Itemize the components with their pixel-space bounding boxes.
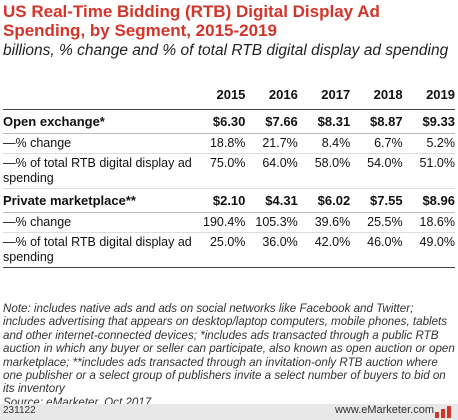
cell-2019: $8.96 (402, 188, 455, 213)
row-label: —% change (3, 212, 194, 233)
cell-2017: 42.0% (297, 232, 351, 268)
cell-2019: 18.6% (402, 212, 455, 233)
cell-2019: 5.2% (402, 133, 455, 154)
row-label: —% change (3, 133, 194, 154)
table-row: Private marketplace** $2.10 $4.31 $6.02 $7.5… (3, 188, 455, 213)
cell-2018: 25.5% (350, 212, 403, 233)
row-label: Open exchange* (3, 109, 194, 134)
table-body: Open exchange* $6.30 $7.66 $8.31 $8.87 $9.33—… (3, 109, 455, 268)
data-table: 2015 2016 2017 2018 2019 Open exchange* $… (3, 80, 455, 268)
chart-id: 231122 (3, 405, 36, 416)
cell-2016: 64.0% (245, 153, 298, 189)
cell-2015: 18.8% (193, 133, 246, 154)
cell-2018: 54.0% (350, 153, 403, 189)
cell-2015: 190.4% (193, 212, 246, 233)
cell-2015: $2.10 (193, 188, 246, 213)
cell-2018: 6.7% (350, 133, 403, 154)
cell-2015: $6.30 (193, 109, 246, 134)
header-cell-2017: 2017 (297, 80, 351, 110)
header-cell-2016: 2016 (245, 80, 298, 110)
cell-2018: $7.55 (350, 188, 403, 213)
cell-2015: 25.0% (193, 232, 246, 268)
cell-2019: 51.0% (402, 153, 455, 189)
table-row: —% change 190.4% 105.3% 39.6% 25.5% 18.6% (3, 212, 455, 233)
table-row: —% change 18.8% 21.7% 8.4% 6.7% 5.2% (3, 133, 455, 154)
cell-2015: 75.0% (193, 153, 246, 189)
chart-title: US Real-Time Bidding (RTB) Digital Displ… (3, 2, 380, 40)
row-label: Private marketplace** (3, 188, 194, 213)
cell-2016: 105.3% (245, 212, 298, 233)
cell-2016: $4.31 (245, 188, 298, 213)
row-label: —% of total RTB digital display ad spend… (3, 232, 194, 268)
cell-2016: $7.66 (245, 109, 298, 134)
row-label: —% of total RTB digital display ad spend… (3, 153, 194, 189)
header-cell-2018: 2018 (350, 80, 403, 110)
emarketer-logo-icon (435, 406, 451, 418)
table-row: —% of total RTB digital display ad spend… (3, 153, 455, 189)
cell-2016: 36.0% (245, 232, 298, 268)
cell-2018: $8.87 (350, 109, 403, 134)
header-cell-2015: 2015 (193, 80, 246, 110)
table-row: —% of total RTB digital display ad spend… (3, 232, 455, 268)
cell-2017: 8.4% (297, 133, 351, 154)
chart-subtitle: billions, % change and % of total RTB di… (3, 42, 449, 59)
cell-2017: 39.6% (297, 212, 351, 233)
cell-2017: $6.02 (297, 188, 351, 213)
table-row: Open exchange* $6.30 $7.66 $8.31 $8.87 $9.33 (3, 109, 455, 134)
brand-link[interactable]: www.eMarketer.com (334, 404, 434, 416)
header-cell-2019: 2019 (402, 80, 455, 110)
cell-2017: $8.31 (297, 109, 351, 134)
header-row: 2015 2016 2017 2018 2019 (3, 80, 455, 110)
cell-2019: $9.33 (402, 109, 455, 134)
cell-2019: 49.0% (402, 232, 455, 268)
cell-2018: 46.0% (350, 232, 403, 268)
header-cell-label (3, 80, 194, 110)
cell-2017: 58.0% (297, 153, 351, 189)
cell-2016: 21.7% (245, 133, 298, 154)
note-text: Note: includes native ads and ads on soc… (3, 302, 455, 396)
footer-bar: 231122 www.eMarketer.com (0, 404, 458, 420)
chart-note: Note: includes native ads and ads on soc… (3, 302, 455, 409)
